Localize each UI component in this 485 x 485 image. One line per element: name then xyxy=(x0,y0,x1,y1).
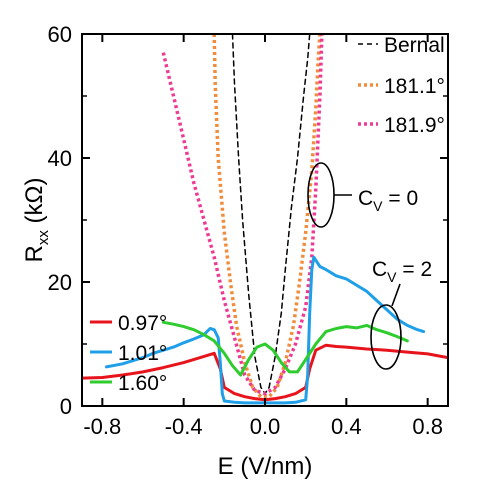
x-tick-label: 0.8 xyxy=(412,414,443,439)
x-tick-label: -0.8 xyxy=(83,414,121,439)
y-tick-label: 0 xyxy=(60,394,72,419)
annotation-cv0: CV = 0 xyxy=(307,162,418,228)
legend-label-bernal: Bernal xyxy=(384,34,445,57)
series-line-Bernal xyxy=(231,34,311,395)
legend-right: Bernal 181.1° 181.9° xyxy=(358,34,445,137)
y-axis-label-main: R xyxy=(21,245,48,262)
series-line-1.01 xyxy=(104,255,426,405)
annotation-cv0-ellipse xyxy=(307,162,335,228)
y-axis-label-sub: xx xyxy=(35,230,52,246)
y-tick-label: 60 xyxy=(48,22,72,47)
annotation-cv0-main: C xyxy=(358,187,373,210)
annotation-cv2: CV = 2 xyxy=(370,258,432,370)
series-line-181.9 xyxy=(161,34,324,396)
x-axis-label: E (V/nm) xyxy=(218,453,313,480)
annotation-cv2-sub: V xyxy=(387,269,397,285)
annotation-cv2-text: CV = 2 xyxy=(372,258,432,285)
ticks-group: -0.8 -0.4 0.0 0.4 0.8 0 20 40 60 xyxy=(48,22,448,439)
series-group xyxy=(82,34,448,405)
x-tick-label: 0.4 xyxy=(331,414,362,439)
legend-label-0.97: 0.97° xyxy=(118,312,167,335)
legend-left: 0.97° 1.01° 1.60° xyxy=(90,312,167,395)
annotation-cv2-main: C xyxy=(372,258,387,281)
y-axis-label-unit: (kΩ) xyxy=(21,178,48,231)
annotation-cv2-ellipse xyxy=(370,304,402,370)
annotation-cv0-sub: V xyxy=(373,198,383,214)
series-line-1.60 xyxy=(161,320,409,377)
legend-label-181.1: 181.1° xyxy=(384,75,445,98)
y-axis-label: Rxx (kΩ) xyxy=(21,178,52,263)
legend-label-1.60: 1.60° xyxy=(118,372,167,395)
series-line-181.1 xyxy=(212,34,322,399)
series-line-0.97 xyxy=(82,343,448,402)
x-tick-label: 0.0 xyxy=(250,414,281,439)
x-tick-label: -0.4 xyxy=(165,414,203,439)
annotation-cv2-pointer xyxy=(391,283,401,307)
y-tick-label: 20 xyxy=(48,270,72,295)
annotation-cv0-text: CV = 0 xyxy=(358,187,418,214)
y-tick-label: 40 xyxy=(48,146,72,171)
annotation-cv0-rest: = 0 xyxy=(383,187,419,210)
legend-label-1.01: 1.01° xyxy=(118,342,167,365)
annotation-cv2-rest: = 2 xyxy=(397,258,433,281)
legend-label-181.9: 181.9° xyxy=(384,114,445,137)
